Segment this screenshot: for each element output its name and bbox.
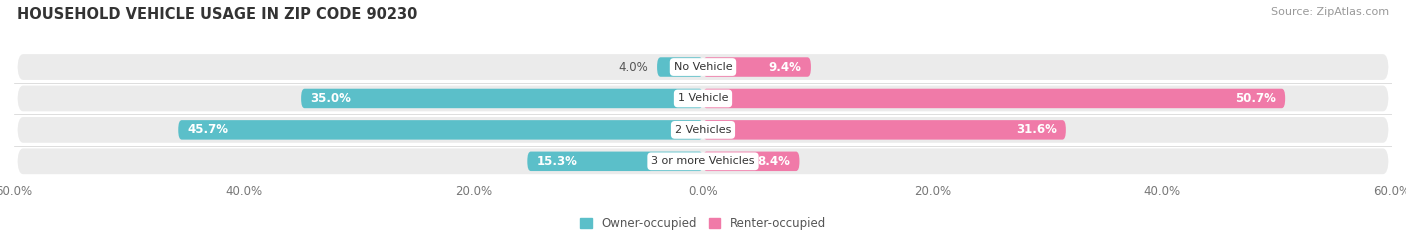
Text: 45.7%: 45.7% [187, 123, 228, 136]
FancyBboxPatch shape [301, 89, 703, 108]
FancyBboxPatch shape [703, 120, 1066, 140]
FancyBboxPatch shape [527, 152, 703, 171]
Text: 4.0%: 4.0% [619, 61, 648, 74]
FancyBboxPatch shape [703, 89, 1285, 108]
Text: HOUSEHOLD VEHICLE USAGE IN ZIP CODE 90230: HOUSEHOLD VEHICLE USAGE IN ZIP CODE 9023… [17, 7, 418, 22]
Text: Source: ZipAtlas.com: Source: ZipAtlas.com [1271, 7, 1389, 17]
Text: 31.6%: 31.6% [1015, 123, 1057, 136]
FancyBboxPatch shape [17, 117, 1389, 143]
Legend: Owner-occupied, Renter-occupied: Owner-occupied, Renter-occupied [575, 212, 831, 233]
FancyBboxPatch shape [17, 86, 1389, 111]
FancyBboxPatch shape [17, 148, 1389, 174]
Text: 35.0%: 35.0% [311, 92, 352, 105]
Text: 9.4%: 9.4% [769, 61, 801, 74]
FancyBboxPatch shape [17, 54, 1389, 80]
Text: 1 Vehicle: 1 Vehicle [678, 93, 728, 103]
FancyBboxPatch shape [179, 120, 703, 140]
Text: 50.7%: 50.7% [1234, 92, 1277, 105]
Text: 15.3%: 15.3% [537, 155, 578, 168]
Text: No Vehicle: No Vehicle [673, 62, 733, 72]
FancyBboxPatch shape [657, 57, 703, 77]
Text: 2 Vehicles: 2 Vehicles [675, 125, 731, 135]
Text: 8.4%: 8.4% [758, 155, 790, 168]
Text: 3 or more Vehicles: 3 or more Vehicles [651, 156, 755, 166]
FancyBboxPatch shape [703, 57, 811, 77]
FancyBboxPatch shape [703, 152, 800, 171]
